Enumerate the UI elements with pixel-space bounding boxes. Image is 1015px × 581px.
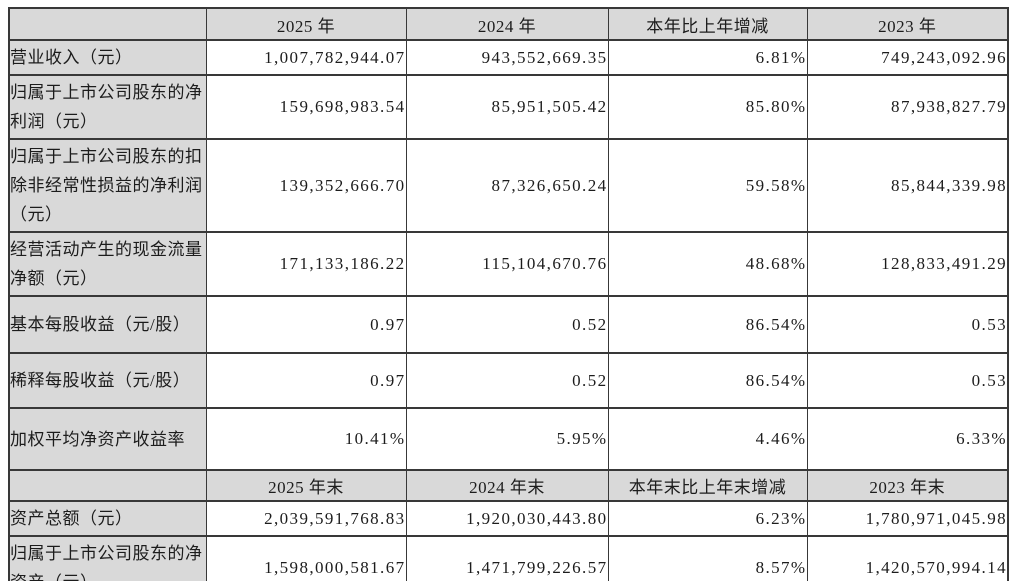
cell-value: 1,780,971,045.98	[806, 500, 1009, 537]
period-header-row: 2025 年 2024 年 本年比上年增减 2023 年	[8, 7, 1009, 41]
cell-value: 171,133,186.22	[205, 231, 407, 297]
table-row-total-assets: 资产总额（元） 2,039,591,768.83 1,920,030,443.8…	[8, 500, 1009, 537]
table-row-operating-revenue: 营业收入（元） 1,007,782,944.07 943,552,669.35 …	[8, 39, 1009, 76]
header-year-end-2024: 2024 年末	[405, 469, 609, 502]
cell-value: 4.46%	[607, 407, 808, 471]
table-row-net-assets: 归属于上市公司股东的净资产（元） 1,598,000,581.67 1,471,…	[8, 535, 1009, 581]
row-label: 归属于上市公司股东的净资产（元）	[8, 535, 207, 581]
table-row-operating-cash-flow: 经营活动产生的现金流量净额（元） 171,133,186.22 115,104,…	[8, 231, 1009, 297]
cell-value: 59.58%	[607, 138, 808, 233]
header-yoy-change: 本年比上年增减	[607, 7, 808, 41]
cell-value: 85.80%	[607, 74, 808, 140]
cell-value: 85,951,505.42	[405, 74, 609, 140]
table-row-basic-eps: 基本每股收益（元/股） 0.97 0.52 86.54% 0.53	[8, 295, 1009, 354]
header-blank-cell	[8, 7, 207, 41]
cell-value: 749,243,092.96	[806, 39, 1009, 76]
row-label: 稀释每股收益（元/股）	[8, 352, 207, 409]
cell-value: 159,698,983.54	[205, 74, 407, 140]
header-year-end-2023: 2023 年末	[806, 469, 1009, 502]
period-end-header-row: 2025 年末 2024 年末 本年末比上年末增减 2023 年末	[8, 469, 1009, 502]
row-label: 加权平均净资产收益率	[8, 407, 207, 471]
table-row-net-profit-excl-nonrecurring: 归属于上市公司股东的扣除非经常性损益的净利润（元） 139,352,666.70…	[8, 138, 1009, 233]
cell-value: 2,039,591,768.83	[205, 500, 407, 537]
cell-value: 1,920,030,443.80	[405, 500, 609, 537]
cell-value: 0.53	[806, 295, 1009, 354]
header-blank-cell	[8, 469, 207, 502]
row-label: 归属于上市公司股东的扣除非经常性损益的净利润（元）	[8, 138, 207, 233]
table-row-weighted-avg-roe: 加权平均净资产收益率 10.41% 5.95% 4.46% 6.33%	[8, 407, 1009, 471]
cell-value: 1,420,570,994.14	[806, 535, 1009, 581]
table-row-diluted-eps: 稀释每股收益（元/股） 0.97 0.52 86.54% 0.53	[8, 352, 1009, 409]
cell-value: 0.97	[205, 352, 407, 409]
row-label: 归属于上市公司股东的净利润（元）	[8, 74, 207, 140]
cell-value: 0.97	[205, 295, 407, 354]
cell-value: 1,598,000,581.67	[205, 535, 407, 581]
header-year-2024: 2024 年	[405, 7, 609, 41]
header-year-2023: 2023 年	[806, 7, 1009, 41]
cell-value: 8.57%	[607, 535, 808, 581]
cell-value: 0.52	[405, 352, 609, 409]
cell-value: 6.33%	[806, 407, 1009, 471]
cell-value: 139,352,666.70	[205, 138, 407, 233]
cell-value: 943,552,669.35	[405, 39, 609, 76]
cell-value: 10.41%	[205, 407, 407, 471]
header-year-end-change: 本年末比上年末增减	[607, 469, 808, 502]
cell-value: 0.53	[806, 352, 1009, 409]
cell-value: 115,104,670.76	[405, 231, 609, 297]
cell-value: 5.95%	[405, 407, 609, 471]
cell-value: 6.81%	[607, 39, 808, 76]
cell-value: 1,471,799,226.57	[405, 535, 609, 581]
row-label: 营业收入（元）	[8, 39, 207, 76]
cell-value: 1,007,782,944.07	[205, 39, 407, 76]
cell-value: 87,938,827.79	[806, 74, 1009, 140]
row-label: 资产总额（元）	[8, 500, 207, 537]
row-label: 基本每股收益（元/股）	[8, 295, 207, 354]
cell-value: 0.52	[405, 295, 609, 354]
row-label: 经营活动产生的现金流量净额（元）	[8, 231, 207, 297]
header-year-end-2025: 2025 年末	[205, 469, 407, 502]
cell-value: 86.54%	[607, 352, 808, 409]
cell-value: 87,326,650.24	[405, 138, 609, 233]
cell-value: 128,833,491.29	[806, 231, 1009, 297]
financial-summary-table: 2025 年 2024 年 本年比上年增减 2023 年 营业收入（元） 1,0…	[8, 7, 1009, 581]
cell-value: 86.54%	[607, 295, 808, 354]
header-year-2025: 2025 年	[205, 7, 407, 41]
table-row-net-profit: 归属于上市公司股东的净利润（元） 159,698,983.54 85,951,5…	[8, 74, 1009, 140]
cell-value: 85,844,339.98	[806, 138, 1009, 233]
cell-value: 48.68%	[607, 231, 808, 297]
cell-value: 6.23%	[607, 500, 808, 537]
